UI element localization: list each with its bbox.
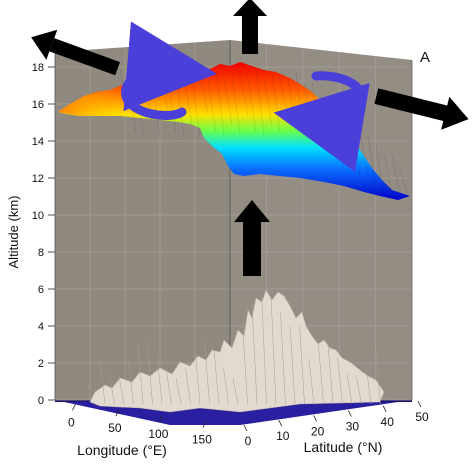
z-axis-ticks: 0 2 4 6 8 10 12 14 16 18 (32, 62, 55, 407)
x-tick-label: 150 (192, 433, 212, 447)
x-tick-mark (72, 404, 76, 411)
terrain-texture (99, 292, 381, 405)
circulation-right (273, 71, 370, 172)
terrain-ridge (137, 346, 144, 405)
terrain-ridge (289, 326, 296, 405)
y-tick-mark (348, 410, 352, 417)
terrain-ridge (194, 350, 201, 405)
y-axis-label: Latitude (°N) (304, 439, 383, 455)
surface-ridge (215, 71, 225, 136)
terrain-ridge (242, 321, 248, 405)
y-tick-label: 0 (245, 434, 252, 448)
y-tick-label: 50 (415, 410, 429, 424)
y-tick-mark (243, 424, 248, 432)
surface-ridge (255, 71, 265, 136)
arrow-up-top (233, 0, 267, 54)
terrain-ridge (261, 292, 267, 405)
x-tick-mark (202, 421, 207, 428)
terrain-shape (89, 289, 385, 413)
terrain-ridge (223, 367, 229, 405)
z-tick-label: 4 (38, 321, 44, 333)
terrain-ridge (270, 296, 277, 405)
z-tick-label: 10 (32, 210, 44, 222)
z-tick-label: 8 (38, 247, 44, 259)
y-tick-mark (278, 420, 283, 427)
arrow-left (31, 29, 120, 76)
y-tick-label: 10 (276, 429, 290, 443)
y-tick-label: 40 (381, 415, 395, 429)
x-tick-label: 50 (108, 421, 122, 435)
x-axis-label: Longitude (°E) (77, 442, 167, 458)
z-axis-label: Altitude (km) (6, 196, 21, 269)
x-tick-label: 100 (148, 427, 168, 441)
z-tick-label: 6 (38, 284, 44, 296)
arrow-up-middle (234, 200, 270, 276)
surface-ridge (391, 154, 401, 196)
y-tick-mark (417, 400, 422, 408)
terrain-ridge (375, 348, 381, 405)
z-tick-label: 18 (32, 62, 44, 74)
terrain-ridge (147, 342, 153, 405)
x-axis-ticks: 0 50 100 150 (68, 404, 212, 447)
circulation-arrows (121, 21, 370, 172)
y-axis-ticks: 0 10 20 30 40 50 (243, 400, 429, 448)
x-tick-mark (115, 409, 120, 417)
y-tick-mark (313, 415, 317, 422)
surface-ridge (399, 169, 409, 196)
terrain-ridge (327, 343, 334, 405)
terrain (89, 289, 385, 413)
terrain-ridge (109, 375, 115, 405)
terrain-ridge (156, 354, 163, 405)
surface-ridge (223, 79, 233, 126)
terrain-ridge (166, 371, 172, 405)
terrain-ridge (175, 377, 182, 405)
surface-ridge (247, 79, 257, 132)
z-tick-label: 16 (32, 99, 44, 111)
terrain-ridge (185, 367, 191, 405)
x-tick-mark (159, 415, 163, 422)
panel-label: A (420, 49, 430, 66)
y-tick-mark (382, 405, 387, 412)
terrain-ridge (232, 377, 239, 405)
terrain-ridge (356, 377, 362, 405)
surface-ridge (383, 154, 393, 196)
terrain-ridge (251, 304, 258, 405)
y-tick-label: 30 (346, 420, 360, 434)
terrain-ridge (280, 312, 286, 405)
terrain-ridge (213, 350, 220, 405)
terrain-ridge (128, 362, 134, 405)
terrain-ridge (365, 364, 372, 405)
circulation-left (121, 21, 217, 120)
surface-ridge (231, 76, 241, 135)
terrain-ridge (99, 359, 106, 405)
arrow-right (374, 88, 469, 130)
z-tick-label: 0 (38, 395, 44, 407)
surface-ridge (239, 75, 249, 117)
y-tick-label: 20 (311, 424, 325, 438)
terrain-ridge (204, 341, 210, 405)
x-tick-label: 0 (68, 415, 75, 429)
terrain-ridge (337, 357, 343, 405)
outflow-arrows (31, 0, 469, 276)
z-tick-label: 14 (32, 136, 44, 148)
terrain-ridge (346, 373, 353, 405)
terrain-ridge (308, 359, 315, 405)
surface-ridge (263, 79, 273, 126)
surface-ridge (375, 145, 385, 196)
terrain-ridge (299, 325, 305, 405)
terrain-ridge (318, 344, 324, 405)
terrain-ridge (118, 376, 125, 405)
z-tick-label: 2 (38, 358, 44, 370)
back-wall-left (55, 40, 230, 400)
z-tick-label: 12 (32, 173, 44, 185)
